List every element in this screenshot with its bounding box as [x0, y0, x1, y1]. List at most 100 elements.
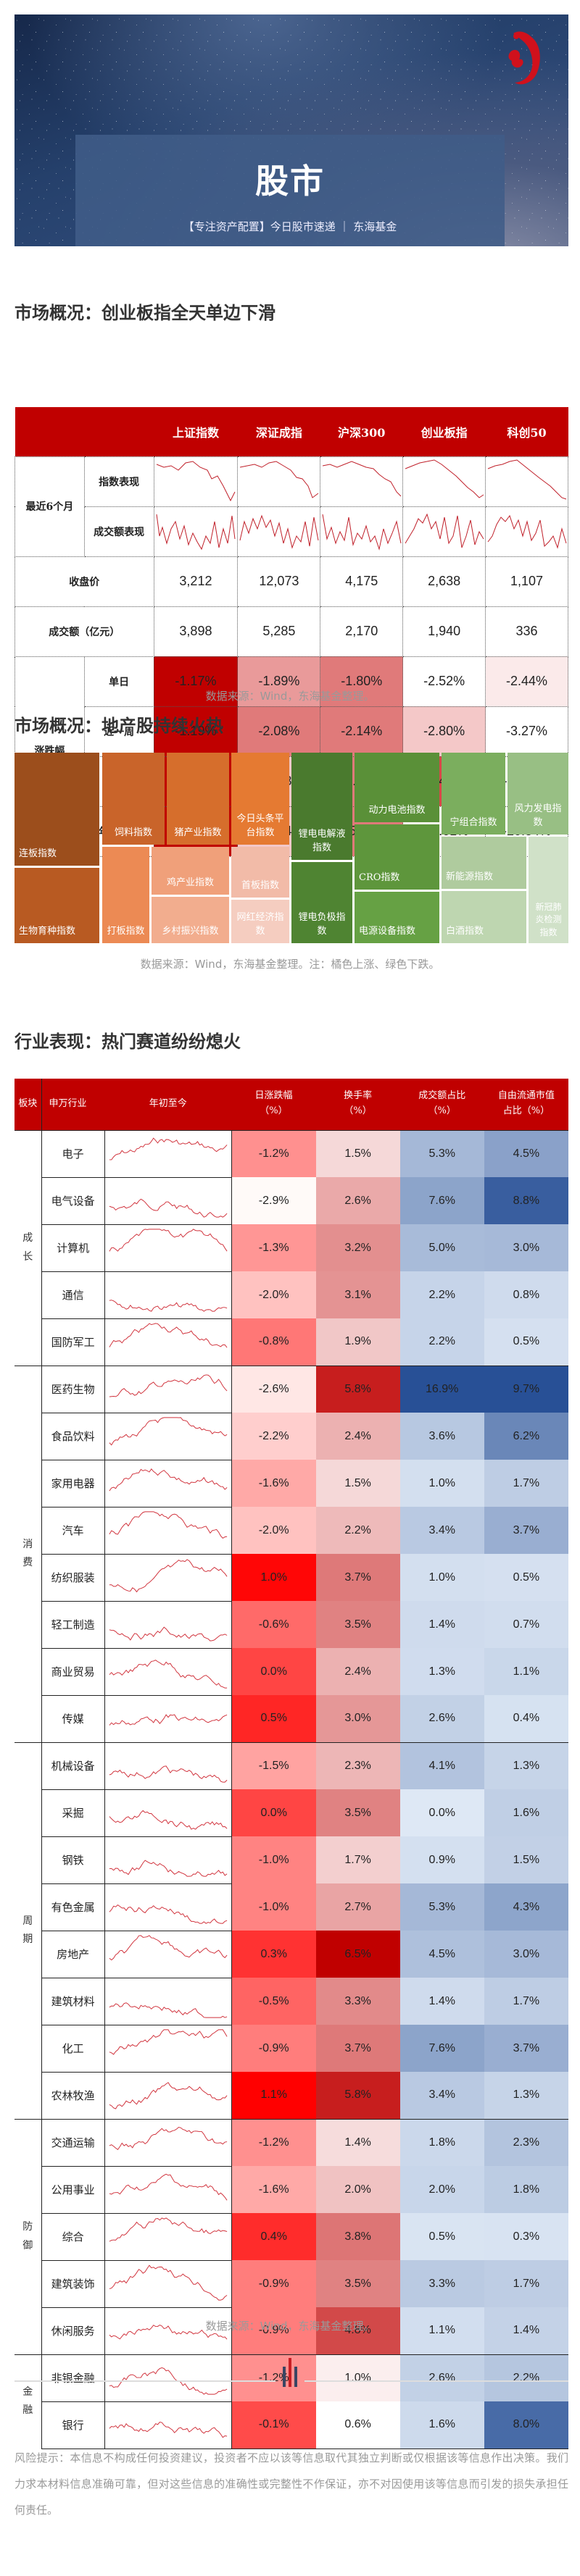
sector-treemap: 连板指数 生物育种指数 饲料指数 猪产业指数 今日头条平台指数 打板指数 鸡产业…	[14, 753, 568, 943]
turnover-rate-cell: 6.5%	[315, 1931, 400, 1978]
ytd-sparkline	[104, 1271, 232, 1319]
industry-name: 电子	[41, 1129, 105, 1178]
turnover-value: 336	[485, 606, 568, 657]
row-group-label: 最近6个月	[14, 456, 85, 557]
risk-disclaimer: 风险提示：本信息不构成任何投资建议，投资者不应以该等信息取代其独立判断或仅根据该…	[14, 2451, 568, 2517]
index-sparkline	[402, 456, 486, 507]
float-cap-cell: 4.3%	[484, 1883, 568, 1931]
index-sparkline	[320, 456, 404, 507]
ytd-sparkline	[104, 1554, 232, 1602]
col-header-float-cap: 自由流通市值 占比（%）	[484, 1079, 568, 1130]
daily-change-cell: 0.4%	[231, 2213, 316, 2260]
volume-share-cell: 4.5%	[399, 1931, 484, 1978]
volume-sparkline	[153, 506, 239, 557]
volume-share-cell: 3.4%	[399, 2072, 484, 2119]
col-header-daily-change: 日涨跌幅 （%）	[231, 1079, 316, 1130]
volume-share-cell: 2.2%	[399, 1271, 484, 1318]
float-cap-cell: 0.5%	[484, 1318, 568, 1366]
float-cap-cell: 0.5%	[484, 1554, 568, 1601]
float-cap-cell: 3.0%	[484, 1931, 568, 1978]
group-label: 成长	[14, 1129, 42, 1366]
table-row: 食品饮料 -2.2% 2.4% 3.6% 6.2%	[14, 1412, 568, 1460]
turnover-rate-cell: 5.8%	[315, 2072, 400, 2119]
change-cell: -1.17%	[153, 656, 239, 707]
table-row: 周期机械设备 -1.5% 2.3% 4.1% 1.3%	[14, 1741, 568, 2119]
change-cell: -2.52%	[402, 656, 486, 707]
turnover-rate-cell: 3.5%	[315, 1601, 400, 1648]
treemap-tile: 饲料指数	[102, 753, 165, 845]
daily-change-cell: 1.1%	[231, 2072, 316, 2119]
float-cap-cell: 8.0%	[484, 2401, 568, 2449]
float-cap-cell: 1.1%	[484, 1648, 568, 1695]
ytd-sparkline	[104, 2354, 232, 2402]
ytd-sparkline	[104, 1129, 232, 1178]
volume-share-cell: 7.6%	[399, 2025, 484, 2072]
industry-table: 板块 申万行业 年初至今 日涨跌幅 （%） 换手率 （%） 成交额占比 （%） 自由流…	[14, 1079, 568, 2449]
daily-change-cell: 1.0%	[231, 1554, 316, 1601]
turnover-rate-cell: 1.5%	[315, 1460, 400, 1507]
daily-change-cell: 0.0%	[231, 1789, 316, 1836]
close-value: 2,638	[402, 556, 486, 607]
daily-change-cell: -0.1%	[231, 2401, 316, 2449]
table-row: 防御交通运输 -1.2% 1.4% 1.8% 2.3%	[14, 2118, 568, 2354]
volume-share-cell: 5.3%	[399, 1129, 484, 1177]
group-label: 周期	[14, 1741, 42, 2119]
volume-share-cell: 0.5%	[399, 2213, 484, 2260]
treemap-tile: 今日头条平台指数	[231, 753, 289, 845]
turnover-rate-cell: 0.6%	[315, 2401, 400, 2449]
footer-divider-right	[304, 2380, 568, 2382]
ytd-sparkline	[104, 1224, 232, 1272]
industry-name: 建筑装饰	[41, 2259, 105, 2308]
ytd-sparkline	[104, 2166, 232, 2214]
close-value: 12,073	[237, 556, 321, 607]
table-row: 轻工制造 -0.6% 3.5% 1.4% 0.7%	[14, 1600, 568, 1649]
table-row: 汽车 -2.0% 2.2% 3.4% 3.7%	[14, 1506, 568, 1555]
volume-share-cell: 1.0%	[399, 1554, 484, 1601]
float-cap-cell: 8.8%	[484, 1177, 568, 1224]
treemap-tile: 生物育种指数	[14, 868, 99, 943]
industry-name: 传媒	[41, 1694, 105, 1743]
industry-name: 机械设备	[41, 1741, 105, 1790]
page-title: 股市	[255, 162, 325, 201]
daily-change-cell: -2.6%	[231, 1365, 316, 1413]
float-cap-cell: 4.5%	[484, 1129, 568, 1177]
industry-name: 医药生物	[41, 1365, 105, 1413]
industry-name: 钢铁	[41, 1836, 105, 1884]
volume-share-cell: 1.1%	[399, 2307, 484, 2354]
turnover-rate-cell: 3.1%	[315, 1271, 400, 1318]
float-cap-cell: 1.3%	[484, 1741, 568, 1789]
table-row: 有色金属 -1.0% 2.7% 5.3% 4.3%	[14, 1883, 568, 1931]
treemap-tile: 猪产业指数	[167, 753, 229, 845]
volume-share-cell: 1.4%	[399, 1601, 484, 1648]
float-cap-cell: 2.3%	[484, 2118, 568, 2166]
industry-name: 家用电器	[41, 1459, 105, 1507]
treemap-tile: 新冠肺炎检测指数	[529, 837, 568, 943]
industry-name: 计算机	[41, 1224, 105, 1272]
market-index-table: 上证指数 深证成指 沪深300 创业板指 科创50 最近6个月 指数表现 成交额…	[14, 407, 568, 857]
daily-change-cell: -0.5%	[231, 1978, 316, 2025]
data-source-note: 数据来源：Wind，东海基金整理。注：橘色上涨、绿色下跌。	[140, 958, 440, 971]
volume-share-cell: 1.4%	[399, 1978, 484, 2025]
industry-name: 食品饮料	[41, 1412, 105, 1460]
col-header: 创业板指	[402, 407, 486, 456]
float-cap-cell: 1.8%	[484, 2166, 568, 2213]
industry-name: 化工	[41, 2024, 105, 2073]
float-cap-cell: 1.6%	[484, 1789, 568, 1836]
ytd-sparkline	[104, 1460, 232, 1507]
daily-change-cell: -1.2%	[231, 2118, 316, 2166]
ytd-sparkline	[104, 1365, 232, 1413]
treemap-tile: 白酒指数	[442, 891, 526, 943]
daily-change-cell: -1.6%	[231, 1460, 316, 1507]
turnover-rate-cell: 5.8%	[315, 1365, 400, 1413]
daily-change-cell: -1.0%	[231, 1836, 316, 1883]
turnover-rate-cell: 2.2%	[315, 1507, 400, 1554]
table-row: 近一周 -1.19% -2.08% -2.14% -2.80% -3.27%	[15, 706, 568, 757]
group-label: 消费	[14, 1365, 42, 1742]
hero-banner: 股市 【专注资产配置】今日股市速递 ｜ 东海基金	[14, 14, 568, 246]
daily-change-cell: -2.0%	[231, 1271, 316, 1318]
change-cell: -2.14%	[320, 706, 404, 757]
ytd-sparkline	[104, 2213, 232, 2261]
industry-name: 纺织服装	[41, 1553, 105, 1602]
turnover-rate-cell: 2.4%	[315, 1413, 400, 1460]
ytd-sparkline	[104, 1931, 232, 1978]
